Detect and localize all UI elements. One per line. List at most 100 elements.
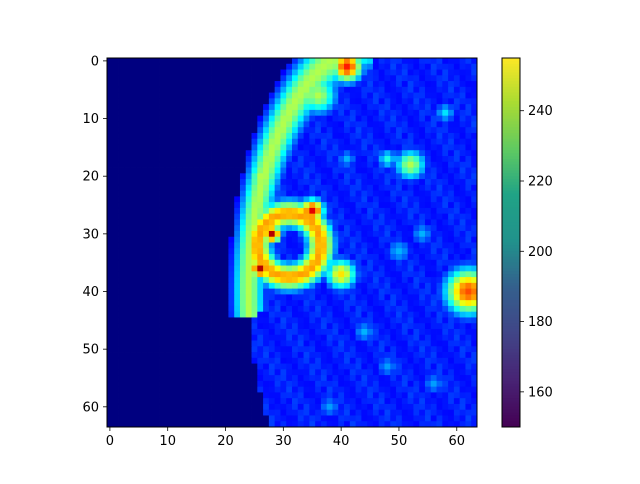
heatmap-cell	[211, 311, 218, 318]
heatmap-cell	[147, 421, 154, 428]
heatmap-cell	[268, 75, 276, 82]
heatmap-cell	[315, 225, 322, 232]
heatmap-cell	[130, 207, 137, 215]
heatmap-cell	[112, 409, 119, 416]
heatmap-cell	[193, 271, 200, 278]
colorbar-segment	[502, 222, 520, 226]
heatmap-cell	[268, 248, 276, 255]
heatmap-cell	[251, 115, 258, 122]
heatmap-cell	[205, 375, 212, 382]
heatmap-cell	[459, 161, 466, 168]
heatmap-cell	[332, 196, 339, 203]
heatmap-cell	[107, 340, 114, 347]
heatmap-cell	[170, 305, 177, 313]
heatmap-cell	[153, 375, 160, 382]
heatmap-cell	[430, 86, 437, 93]
heatmap-cell	[436, 311, 443, 318]
heatmap-cell	[326, 86, 333, 93]
heatmap-cell	[448, 121, 455, 128]
heatmap-cell	[453, 115, 461, 122]
heatmap-cell	[361, 369, 368, 376]
heatmap-cell	[228, 259, 235, 266]
heatmap-cell	[141, 311, 148, 318]
heatmap-cell	[315, 346, 322, 353]
heatmap-cell	[199, 86, 206, 93]
heatmap-cell	[211, 305, 218, 313]
heatmap-cell	[257, 334, 264, 341]
heatmap-cell	[390, 369, 397, 376]
heatmap-cell	[280, 213, 287, 220]
heatmap-cell	[465, 288, 472, 295]
heatmap-cell	[297, 127, 304, 134]
heatmap-cell	[424, 415, 432, 422]
heatmap-cell	[292, 115, 299, 122]
heatmap-cell	[274, 179, 281, 186]
heatmap-cell	[245, 190, 252, 197]
heatmap-cell	[118, 392, 125, 399]
heatmap-cell	[176, 219, 183, 226]
heatmap-cell	[234, 127, 241, 134]
heatmap-cell	[326, 398, 333, 405]
heatmap-cell	[257, 179, 264, 186]
heatmap-cell	[234, 75, 241, 82]
heatmap-cell	[326, 138, 333, 145]
heatmap-cell	[216, 282, 224, 290]
heatmap-cell	[332, 115, 339, 122]
heatmap-cell	[453, 317, 461, 324]
heatmap-cell	[453, 403, 461, 411]
heatmap-cell	[228, 161, 235, 168]
heatmap-cell	[326, 98, 333, 105]
heatmap-cell	[159, 294, 166, 301]
heatmap-cell	[205, 121, 212, 128]
heatmap-cell	[257, 150, 264, 157]
heatmap-cell	[320, 104, 328, 111]
heatmap-cell	[153, 294, 160, 301]
heatmap-cell	[170, 58, 177, 65]
heatmap-cell	[401, 219, 409, 226]
heatmap-cell	[263, 398, 270, 405]
heatmap-cell	[372, 386, 380, 393]
heatmap-cell	[436, 179, 443, 186]
heatmap-cell	[413, 311, 420, 318]
heatmap-cell	[251, 357, 258, 364]
heatmap-cell	[378, 86, 385, 93]
heatmap-cell	[153, 277, 160, 284]
heatmap-cell	[135, 202, 143, 209]
heatmap-cell	[471, 271, 478, 278]
heatmap-cell	[309, 219, 316, 226]
heatmap-cell	[286, 305, 293, 313]
heatmap-cell	[153, 225, 160, 232]
heatmap-cell	[413, 104, 420, 111]
heatmap-cell	[355, 167, 362, 174]
heatmap-cell	[182, 230, 189, 238]
heatmap-cell	[222, 230, 229, 238]
heatmap-cell	[239, 63, 247, 70]
heatmap-cell	[107, 196, 114, 203]
heatmap-cell	[344, 386, 351, 393]
heatmap-cell	[459, 375, 466, 382]
heatmap-cell	[442, 132, 449, 140]
heatmap-cell	[413, 254, 420, 261]
heatmap-cell	[303, 132, 310, 140]
heatmap-cell	[436, 357, 443, 364]
heatmap-cell	[332, 369, 339, 376]
heatmap-cell	[159, 357, 166, 364]
heatmap-cell	[390, 305, 397, 313]
heatmap-cell	[245, 219, 252, 226]
heatmap-cell	[401, 207, 409, 215]
heatmap-cell	[448, 317, 455, 324]
heatmap-cell	[361, 132, 368, 140]
heatmap-cell	[367, 86, 374, 93]
heatmap-cell	[413, 265, 420, 272]
heatmap-cell	[344, 202, 351, 209]
heatmap-cell	[390, 254, 397, 261]
heatmap-cell	[471, 380, 478, 388]
heatmap-cell	[124, 352, 131, 359]
heatmap-cell	[297, 340, 304, 347]
heatmap-cell	[286, 63, 293, 70]
heatmap-cell	[436, 369, 443, 376]
heatmap-cell	[419, 213, 426, 220]
heatmap-cell	[424, 225, 432, 232]
heatmap-cell	[459, 242, 466, 249]
heatmap-cell	[401, 156, 409, 163]
